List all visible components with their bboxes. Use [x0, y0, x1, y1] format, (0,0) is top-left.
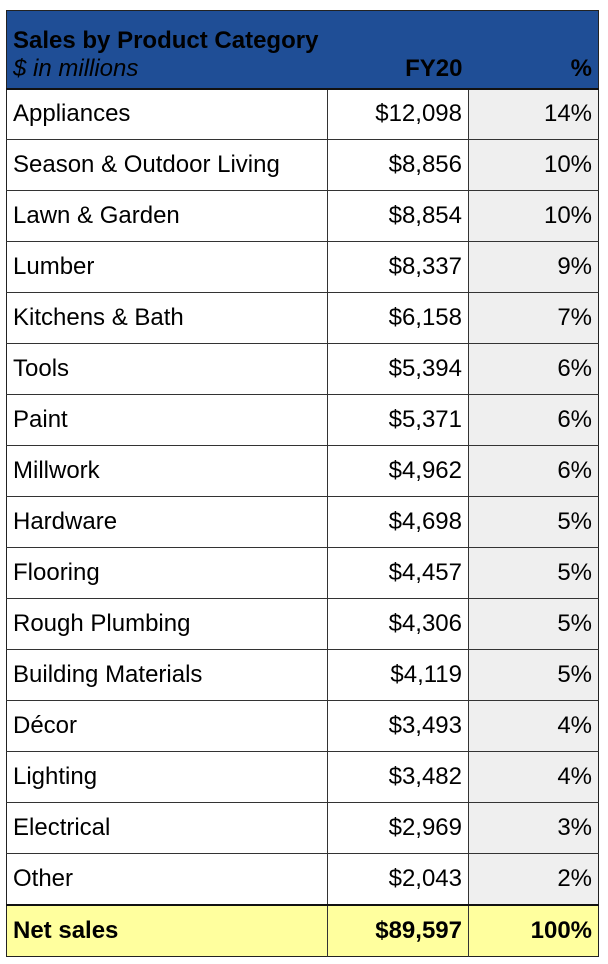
table-row: Millwork $4,962 6% [6, 445, 599, 497]
category-cell: Building Materials [6, 649, 328, 701]
column-header-fy20: FY20 [327, 54, 469, 90]
percent-cell: 6% [468, 343, 599, 395]
percent-cell: 3% [468, 802, 599, 854]
category-cell: Millwork [6, 445, 328, 497]
sales-value-cell: $4,306 [327, 598, 469, 650]
category-cell: Lighting [6, 751, 328, 803]
percent-cell: 5% [468, 649, 599, 701]
table-row: Décor $3,493 4% [6, 700, 599, 752]
total-label: Net sales [6, 903, 328, 957]
table-row: Lawn & Garden $8,854 10% [6, 190, 599, 242]
sales-value-cell: $6,158 [327, 292, 469, 344]
sales-value-cell: $4,457 [327, 547, 469, 599]
table-row: Rough Plumbing $4,306 5% [6, 598, 599, 650]
sales-value-cell: $2,969 [327, 802, 469, 854]
category-cell: Décor [6, 700, 328, 752]
sales-value-cell: $5,371 [327, 394, 469, 446]
header-row: $ in millions FY20 % [6, 54, 599, 90]
sales-value-cell: $5,394 [327, 343, 469, 395]
percent-cell: 14% [468, 88, 599, 140]
category-cell: Rough Plumbing [6, 598, 328, 650]
table-row: Building Materials $4,119 5% [6, 649, 599, 701]
percent-cell: 6% [468, 445, 599, 497]
table-row: Paint $5,371 6% [6, 394, 599, 446]
sales-value-cell: $8,854 [327, 190, 469, 242]
table-row: Appliances $12,098 14% [6, 88, 599, 140]
table-row: Lighting $3,482 4% [6, 751, 599, 803]
table-row: Hardware $4,698 5% [6, 496, 599, 548]
sales-table: Sales by Product Category $ in millions … [6, 10, 600, 957]
sales-value-cell: $8,337 [327, 241, 469, 293]
percent-cell: 4% [468, 700, 599, 752]
percent-cell: 10% [468, 190, 599, 242]
total-percent: 100% [468, 903, 599, 957]
table-row: Kitchens & Bath $6,158 7% [6, 292, 599, 344]
table-title: Sales by Product Category [6, 10, 599, 55]
table-row: Season & Outdoor Living $8,856 10% [6, 139, 599, 191]
table-row: Lumber $8,337 9% [6, 241, 599, 293]
percent-cell: 4% [468, 751, 599, 803]
table-row: Electrical $2,969 3% [6, 802, 599, 854]
sales-value-cell: $3,493 [327, 700, 469, 752]
table-subtitle: $ in millions [6, 54, 328, 90]
category-cell: Paint [6, 394, 328, 446]
category-cell: Lawn & Garden [6, 190, 328, 242]
total-value: $89,597 [327, 903, 469, 957]
percent-cell: 5% [468, 496, 599, 548]
sales-value-cell: $4,698 [327, 496, 469, 548]
category-cell: Other [6, 853, 328, 905]
title-row: Sales by Product Category [6, 10, 599, 55]
percent-cell: 5% [468, 598, 599, 650]
category-cell: Season & Outdoor Living [6, 139, 328, 191]
sales-value-cell: $3,482 [327, 751, 469, 803]
column-header-percent: % [468, 54, 599, 90]
sales-value-cell: $12,098 [327, 88, 469, 140]
percent-cell: 2% [468, 853, 599, 905]
category-cell: Hardware [6, 496, 328, 548]
sales-value-cell: $4,119 [327, 649, 469, 701]
sales-value-cell: $8,856 [327, 139, 469, 191]
percent-cell: 7% [468, 292, 599, 344]
sales-value-cell: $2,043 [327, 853, 469, 905]
percent-cell: 5% [468, 547, 599, 599]
category-cell: Tools [6, 343, 328, 395]
table-row: Other $2,043 2% [6, 853, 599, 905]
percent-cell: 10% [468, 139, 599, 191]
category-cell: Kitchens & Bath [6, 292, 328, 344]
category-cell: Appliances [6, 88, 328, 140]
category-cell: Flooring [6, 547, 328, 599]
percent-cell: 6% [468, 394, 599, 446]
table-row: Flooring $4,457 5% [6, 547, 599, 599]
total-row: Net sales $89,597 100% [6, 903, 599, 957]
category-cell: Electrical [6, 802, 328, 854]
sales-value-cell: $4,962 [327, 445, 469, 497]
table-body: Appliances $12,098 14% Season & Outdoor Liv… [6, 88, 599, 905]
category-cell: Lumber [6, 241, 328, 293]
percent-cell: 9% [468, 241, 599, 293]
table-row: Tools $5,394 6% [6, 343, 599, 395]
